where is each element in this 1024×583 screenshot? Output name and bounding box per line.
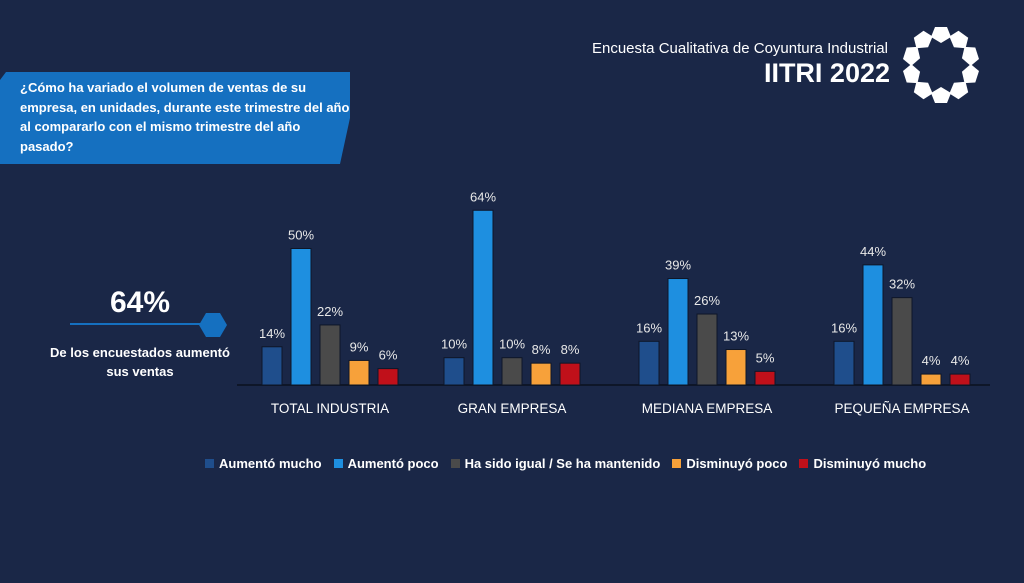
category-label: PEQUEÑA EMPRESA [834, 401, 969, 416]
kpi-label: De los encuestados aumentó sus ventas [50, 345, 230, 379]
bar [377, 368, 399, 386]
data-label: 16% [636, 320, 662, 335]
logo-segment [903, 46, 921, 66]
data-label: 10% [441, 337, 467, 352]
bar [530, 362, 552, 386]
data-label: 4% [951, 353, 970, 368]
bar-chart: TOTAL INDUSTRIA 14% 50% 22% 9% 6% GRAN EMPRESA… [237, 189, 990, 416]
data-label: 6% [379, 348, 398, 363]
data-label: 5% [756, 350, 775, 365]
bar [833, 340, 855, 386]
data-label: 8% [561, 342, 580, 357]
bar [472, 209, 494, 386]
legend-item: Disminuyó mucho [799, 456, 926, 471]
logo-segment [931, 87, 951, 103]
logo-segment [903, 64, 921, 84]
logo-segment [913, 30, 933, 49]
data-label: 26% [694, 293, 720, 308]
data-label: 22% [317, 304, 343, 319]
logo-segment [949, 81, 969, 100]
kpi-value: 64% [109, 286, 171, 319]
legend-swatch [450, 459, 460, 468]
hexagon-icon [199, 313, 227, 337]
bar [638, 340, 660, 386]
data-label: 50% [288, 228, 314, 243]
legend-item: Ha sido igual / Se ha mantenido [450, 456, 661, 471]
data-label: 9% [350, 339, 369, 354]
question-text: ¿Cómo ha variado el volumen de ventas de… [20, 80, 350, 154]
legend-label: Ha sido igual / Se ha mantenido [464, 456, 661, 471]
data-label: 8% [532, 342, 551, 357]
legend-swatch [333, 459, 343, 468]
category-label: GRAN EMPRESA [458, 401, 567, 416]
bar [891, 297, 913, 386]
legend-label: Aumentó poco [347, 456, 439, 471]
logo-segment [949, 30, 969, 49]
bar [261, 346, 283, 386]
bar [696, 313, 718, 386]
category-label: TOTAL INDUSTRIA [271, 401, 389, 416]
category-label: MEDIANA EMPRESA [642, 401, 773, 416]
bar [348, 359, 370, 386]
legend-label: Disminuyó poco [686, 456, 788, 471]
data-label: 44% [860, 244, 886, 259]
data-label: 4% [922, 353, 941, 368]
data-label: 13% [723, 329, 749, 344]
bar [319, 324, 341, 386]
bar [667, 278, 689, 386]
bar [920, 373, 942, 386]
data-label: 32% [889, 277, 915, 292]
header-title: IITRI 2022 [763, 58, 890, 88]
logo-segment [961, 46, 979, 66]
logo-segment [931, 27, 951, 43]
header-subtitle: Encuesta Cualitativa de Coyuntura Indust… [591, 40, 888, 57]
legend-swatch [205, 459, 214, 468]
bar [559, 362, 581, 386]
logo-segment [961, 64, 979, 84]
data-label: 64% [470, 189, 496, 204]
data-label: 10% [499, 337, 525, 352]
data-label: 14% [259, 326, 285, 341]
legend-label: Aumentó mucho [219, 456, 322, 471]
bar [725, 349, 747, 386]
legend-swatch [672, 459, 682, 468]
legend-label: Disminuyó mucho [813, 456, 927, 471]
logo-segment [913, 81, 933, 100]
legend: Aumentó mucho Aumentó poco Ha sido igual /… [205, 456, 926, 471]
legend-item: Disminuyó poco [672, 456, 787, 471]
data-label: 16% [831, 320, 857, 335]
bar [290, 248, 312, 386]
bar [754, 370, 776, 386]
kpi-divider [70, 323, 202, 325]
bar [501, 357, 523, 386]
question-banner [0, 72, 350, 164]
legend-item: Aumentó poco [333, 456, 439, 471]
bar [949, 373, 971, 386]
bar [862, 264, 884, 386]
legend-item: Aumentó mucho [205, 456, 322, 471]
data-label: 39% [665, 258, 691, 273]
legend-swatch [799, 459, 809, 468]
logo-icon [903, 27, 979, 103]
bar [443, 357, 465, 386]
